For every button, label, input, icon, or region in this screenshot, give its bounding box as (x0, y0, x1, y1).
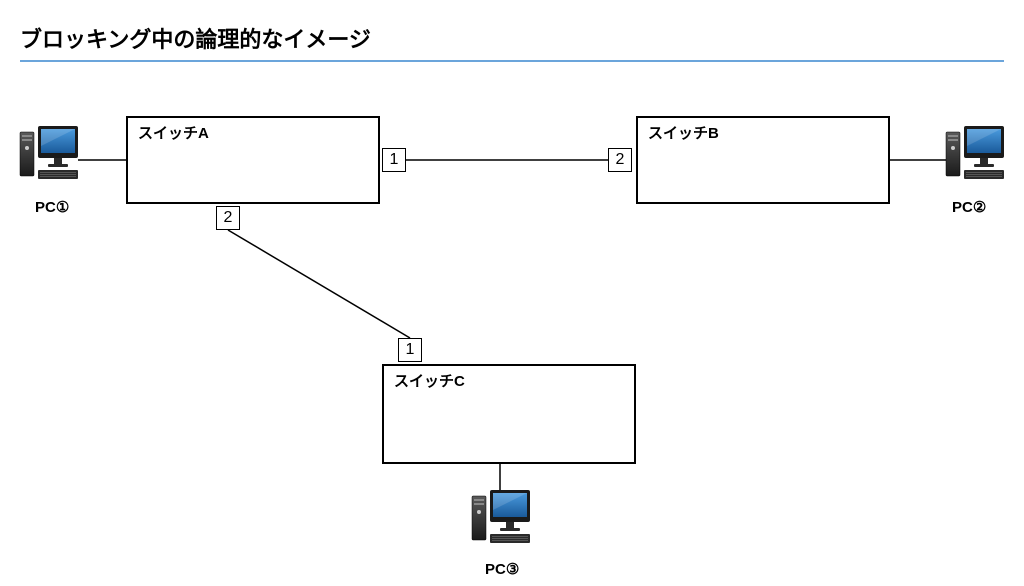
pc3-label: PC③ (485, 560, 519, 578)
pc1-label: PC① (35, 198, 69, 216)
page-title: ブロッキング中の論理的なイメージ (20, 22, 371, 54)
pc2-label: PC② (952, 198, 986, 216)
pc3-icon (472, 490, 530, 543)
port-A-right: 1 (382, 148, 406, 172)
switch-label-B: スイッチB (648, 122, 719, 143)
pc1-icon (20, 126, 78, 179)
pc2-icon (946, 126, 1004, 179)
port-C-top: 1 (398, 338, 422, 362)
diagram-svg: SWITCHING HUB POWER (0, 0, 1024, 586)
switch-label-A: スイッチA (138, 122, 209, 143)
port-B-left: 2 (608, 148, 632, 172)
switch-label-C: スイッチC (394, 370, 465, 391)
port-A-bottom: 2 (216, 206, 240, 230)
wire-switchA-switchC (228, 230, 410, 338)
title-underline (20, 60, 1004, 62)
